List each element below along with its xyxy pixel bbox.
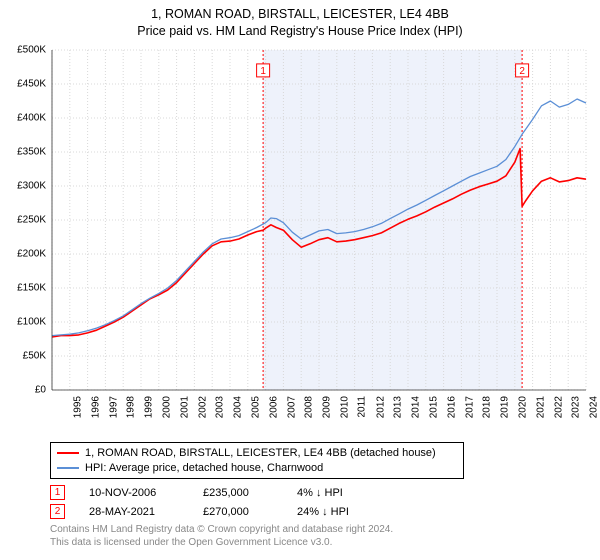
x-axis-tick-label: 2006 [268,396,279,418]
x-axis-tick-label: 2007 [286,396,297,418]
legend-swatch [57,452,79,454]
chart-title-address: 1, ROMAN ROAD, BIRSTALL, LEICESTER, LE4 … [8,6,592,23]
x-axis-tick-label: 2018 [482,396,493,418]
chart-container: 1, ROMAN ROAD, BIRSTALL, LEICESTER, LE4 … [0,0,600,560]
x-axis-tick-label: 2011 [356,396,367,418]
sale-price: £270,000 [203,506,273,518]
line-chart-svg: 12 [8,44,592,436]
chart-title-subtitle: Price paid vs. HM Land Registry's House … [8,23,592,40]
y-axis-tick-label: £50K [23,350,46,361]
x-axis-tick-label: 2015 [428,396,439,418]
attribution-text: Contains HM Land Registry data © Crown c… [50,523,592,549]
x-axis-tick-label: 2014 [410,396,421,418]
legend-box: 1, ROMAN ROAD, BIRSTALL, LEICESTER, LE4 … [50,442,464,480]
x-axis-tick-label: 2009 [321,396,332,418]
x-axis-tick-label: 2012 [375,396,386,418]
y-axis-tick-label: £400K [17,112,46,123]
sale-delta: 4% ↓ HPI [297,487,377,499]
x-axis-tick-label: 2021 [535,396,546,418]
x-axis-tick-label: 1998 [126,396,137,418]
x-axis-tick-label: 2022 [553,396,564,418]
x-axis-tick-label: 2000 [161,396,172,418]
sales-table: 1 10-NOV-2006 £235,000 4% ↓ HPI 2 28-MAY… [50,485,592,519]
legend-row: HPI: Average price, detached house, Char… [57,461,457,476]
sales-row: 1 10-NOV-2006 £235,000 4% ↓ HPI [50,485,592,500]
y-axis-tick-label: £0 [35,384,46,395]
x-axis-tick-label: 2005 [250,396,261,418]
sale-marker-icon: 2 [50,504,65,519]
x-axis-tick-label: 2008 [304,396,315,418]
y-axis-tick-label: £300K [17,180,46,191]
x-axis-tick-label: 1996 [90,396,101,418]
x-axis-tick-label: 2003 [215,396,226,418]
svg-text:1: 1 [260,66,266,77]
legend-swatch [57,467,79,469]
sales-row: 2 28-MAY-2021 £270,000 24% ↓ HPI [50,504,592,519]
y-axis-tick-label: £150K [17,282,46,293]
x-axis-tick-label: 2001 [179,396,190,418]
x-axis-tick-label: 1995 [72,396,83,418]
sale-date: 10-NOV-2006 [89,487,179,499]
x-axis-tick-label: 2019 [499,396,510,418]
x-axis-tick-label: 2023 [571,396,582,418]
x-axis-tick-label: 1997 [108,396,119,418]
chart-area: 12 £0£50K£100K£150K£200K£250K£300K£350K£… [8,44,592,436]
x-axis-tick-label: 2017 [464,396,475,418]
x-axis-tick-label: 2013 [393,396,404,418]
sale-delta: 24% ↓ HPI [297,506,377,518]
sale-date: 28-MAY-2021 [89,506,179,518]
sale-price: £235,000 [203,487,273,499]
x-axis-tick-label: 2004 [232,396,243,418]
x-axis-tick-label: 2010 [339,396,350,418]
y-axis-tick-label: £350K [17,146,46,157]
x-axis-tick-label: 2002 [197,396,208,418]
x-axis-tick-label: 1999 [143,396,154,418]
svg-text:2: 2 [519,66,525,77]
legend-label: 1, ROMAN ROAD, BIRSTALL, LEICESTER, LE4 … [85,446,436,461]
y-axis-tick-label: £450K [17,78,46,89]
y-axis-tick-label: £200K [17,248,46,259]
x-axis-tick-label: 2024 [588,396,599,418]
legend-row: 1, ROMAN ROAD, BIRSTALL, LEICESTER, LE4 … [57,446,457,461]
sale-marker-icon: 1 [50,485,65,500]
x-axis-tick-label: 2020 [517,396,528,418]
y-axis-tick-label: £100K [17,316,46,327]
y-axis-tick-label: £250K [17,214,46,225]
y-axis-tick-label: £500K [17,44,46,55]
x-axis-tick-label: 2016 [446,396,457,418]
legend-label: HPI: Average price, detached house, Char… [85,461,323,476]
